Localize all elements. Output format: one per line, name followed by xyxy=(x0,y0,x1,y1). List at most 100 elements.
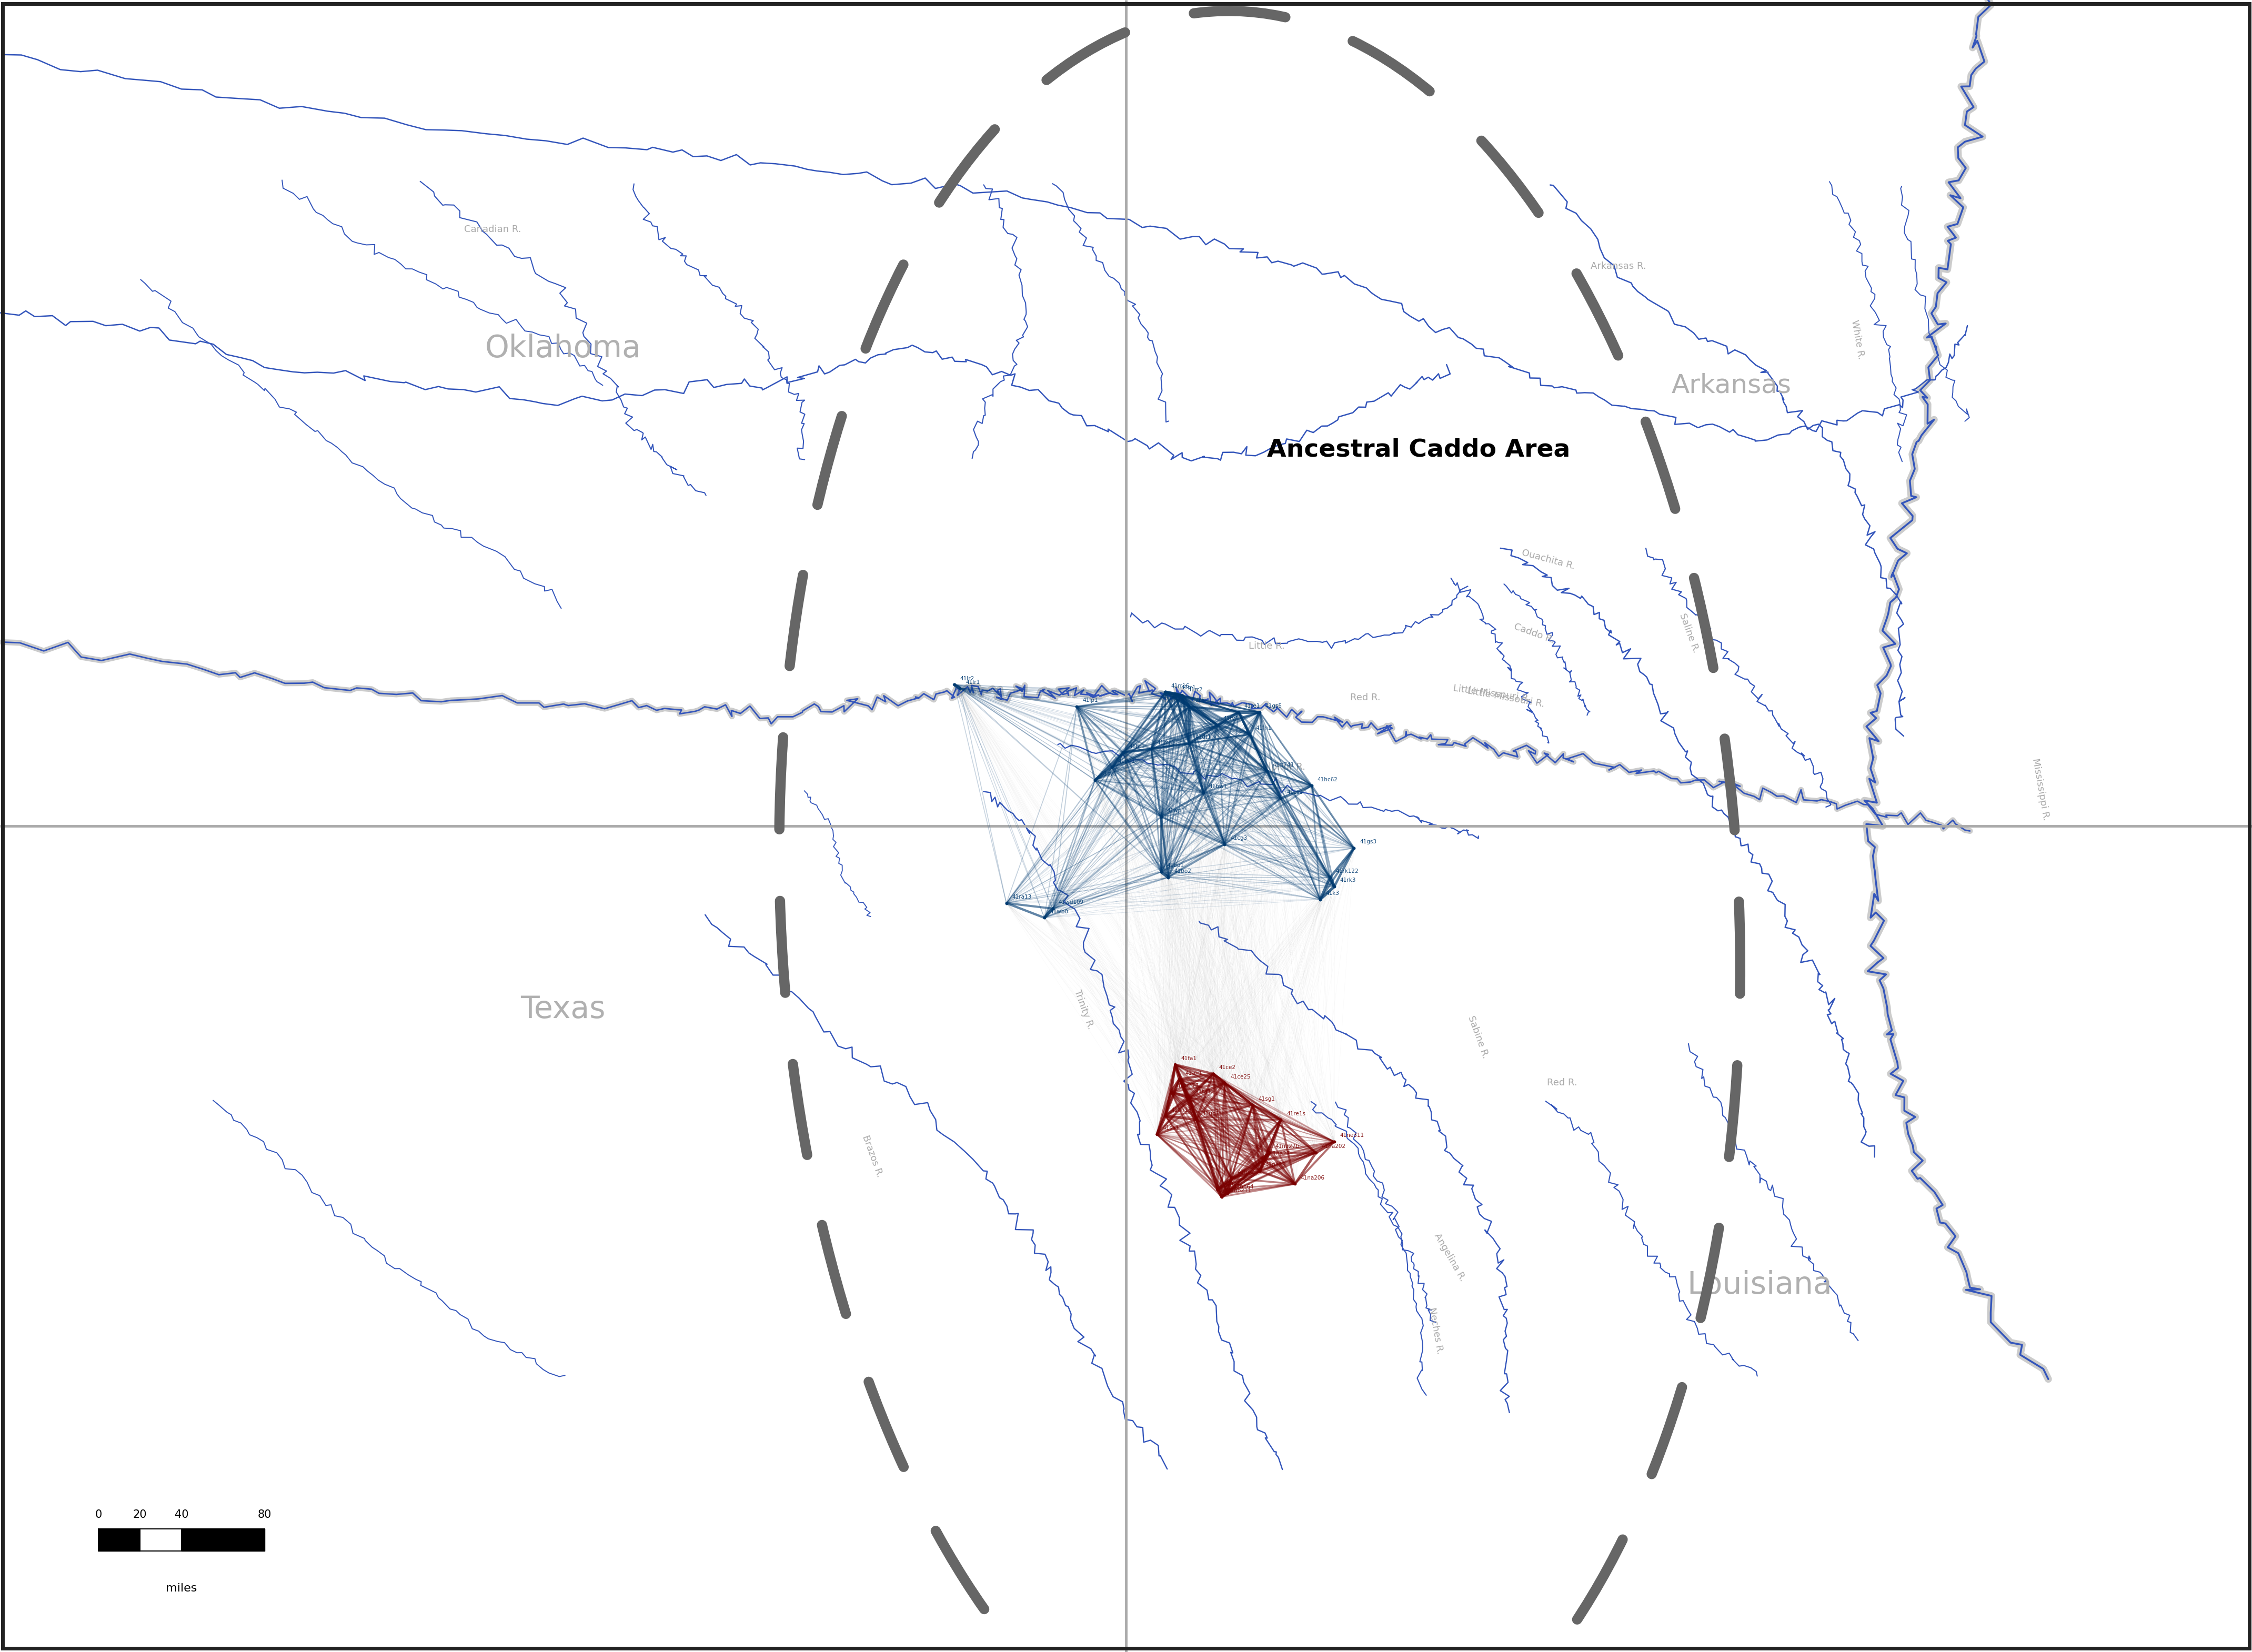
Point xyxy=(1106,740,1142,767)
Text: 41rk122: 41rk122 xyxy=(1335,869,1358,874)
Text: 40: 40 xyxy=(176,1510,189,1520)
Text: 41na27: 41na27 xyxy=(1270,1151,1290,1156)
Text: 41ho2: 41ho2 xyxy=(1236,1170,1254,1175)
Text: 41mr1: 41mr1 xyxy=(1158,740,1176,745)
Text: miles: miles xyxy=(167,1583,198,1594)
Point xyxy=(1245,1146,1281,1173)
Text: Little Missouri R.: Little Missouri R. xyxy=(1466,686,1545,709)
Text: s25: s25 xyxy=(1196,697,1205,704)
Text: 41bo1: 41bo1 xyxy=(1167,862,1185,869)
Text: Sabine R.: Sabine R. xyxy=(1466,1014,1491,1059)
Text: 41ce25: 41ce25 xyxy=(1230,1074,1250,1079)
Point xyxy=(1263,785,1299,811)
Text: 41na29: 41na29 xyxy=(1266,1163,1286,1168)
Text: 41sg1: 41sg1 xyxy=(1259,1097,1275,1102)
Text: 41lr2: 41lr2 xyxy=(959,676,975,681)
Text: 41fn1: 41fn1 xyxy=(1257,725,1272,730)
Point xyxy=(1094,753,1131,780)
Text: 41sy1: 41sy1 xyxy=(1101,771,1117,776)
Text: 41ce2: 41ce2 xyxy=(1218,1066,1236,1070)
Text: 41wp1: 41wp1 xyxy=(1167,808,1185,813)
Text: 41lp1: 41lp1 xyxy=(1083,697,1099,704)
Text: Arkansas R.: Arkansas R. xyxy=(1590,261,1646,271)
Text: Neches R.: Neches R. xyxy=(1428,1307,1444,1355)
Text: 41cs1: 41cs1 xyxy=(1286,790,1304,795)
Text: Brazos R.: Brazos R. xyxy=(860,1133,885,1180)
Point xyxy=(1317,1128,1353,1155)
Text: 41rr2: 41rr2 xyxy=(1189,687,1203,692)
Text: 41hc62: 41hc62 xyxy=(1317,776,1338,781)
Point xyxy=(1200,1176,1236,1203)
Text: 41ta1: 41ta1 xyxy=(1196,1089,1212,1094)
Text: 41ho64: 41ho64 xyxy=(1234,1184,1254,1189)
Text: Mississippi R.: Mississippi R. xyxy=(2031,757,2052,821)
Point xyxy=(1027,905,1063,932)
Point xyxy=(1196,1061,1232,1087)
Text: Caddo R.: Caddo R. xyxy=(1513,621,1556,644)
Text: 41re1: 41re1 xyxy=(1245,704,1261,709)
Point xyxy=(1171,730,1207,757)
Text: 41k3: 41k3 xyxy=(1326,890,1340,895)
Point xyxy=(1207,831,1243,857)
Text: Red R.: Red R. xyxy=(1351,692,1380,702)
Point xyxy=(1277,1171,1313,1198)
Point xyxy=(1335,834,1371,861)
Point xyxy=(1144,859,1180,885)
Point xyxy=(1234,1092,1270,1118)
Text: 41lr1: 41lr1 xyxy=(966,679,980,686)
Point xyxy=(1171,694,1207,720)
Point xyxy=(1178,1107,1214,1133)
Text: 41an1: 41an1 xyxy=(1185,1070,1203,1075)
Text: Angelina R.: Angelina R. xyxy=(1432,1232,1468,1284)
Text: Louisiana: Louisiana xyxy=(1687,1270,1831,1300)
Text: 41ho211: 41ho211 xyxy=(1227,1188,1252,1193)
Point xyxy=(1162,1066,1198,1092)
Text: Ouachita R.: Ouachita R. xyxy=(1520,548,1576,572)
Text: Oklahoma: Oklahoma xyxy=(484,334,642,363)
Point xyxy=(1232,720,1268,747)
Text: 41rr1: 41rr1 xyxy=(1180,686,1196,691)
Bar xyxy=(99,1530,266,1551)
Point xyxy=(941,676,977,702)
Text: 41up1: 41up1 xyxy=(1203,1110,1218,1117)
Text: 41an133: 41an133 xyxy=(1171,1107,1196,1112)
Text: 41bo2: 41bo2 xyxy=(1173,869,1191,874)
Text: 41na202: 41na202 xyxy=(1322,1143,1347,1150)
Point xyxy=(1153,1079,1189,1105)
Point xyxy=(937,671,973,697)
Text: Sulphur R.: Sulphur R. xyxy=(1257,763,1306,771)
Text: 41wd109: 41wd109 xyxy=(1058,900,1083,905)
Point xyxy=(1221,699,1257,725)
Text: 41ty1: 41ty1 xyxy=(1223,717,1239,722)
Point xyxy=(1185,780,1221,806)
Point xyxy=(1313,864,1349,890)
Text: 41sm77: 41sm77 xyxy=(1176,1084,1198,1089)
Text: 41na206: 41na206 xyxy=(1302,1175,1324,1181)
Point xyxy=(1302,885,1338,912)
Text: 41ra13: 41ra13 xyxy=(1011,894,1031,900)
Point xyxy=(1207,1070,1243,1097)
Point xyxy=(1214,1165,1250,1191)
Point xyxy=(1263,1107,1299,1133)
Point xyxy=(989,890,1025,917)
Point xyxy=(1076,767,1112,793)
Text: 41gs5: 41gs5 xyxy=(1266,704,1281,709)
Text: Red R.: Red R. xyxy=(1547,1079,1576,1087)
Point xyxy=(1058,694,1094,720)
Text: 41re1s: 41re1s xyxy=(1286,1110,1306,1117)
Point xyxy=(1140,1122,1176,1148)
Text: Little R.: Little R. xyxy=(1248,641,1286,651)
Text: 0: 0 xyxy=(95,1510,101,1520)
Text: 41bw1: 41bw1 xyxy=(1209,785,1227,790)
Point xyxy=(1241,1158,1277,1184)
Point xyxy=(1317,874,1353,900)
Point xyxy=(1248,758,1284,785)
Point xyxy=(1164,682,1200,709)
Text: 41sa1: 41sa1 xyxy=(1162,1125,1180,1132)
Point xyxy=(1158,681,1194,707)
Point xyxy=(1149,1104,1185,1130)
Text: 41wb0: 41wb0 xyxy=(1049,909,1067,914)
Point xyxy=(1158,1051,1194,1077)
Text: 41pn1: 41pn1 xyxy=(1117,758,1135,763)
Text: 41cg3: 41cg3 xyxy=(1230,836,1248,841)
